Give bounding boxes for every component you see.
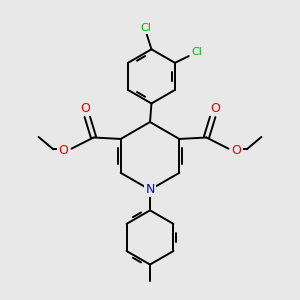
Text: Cl: Cl	[141, 22, 152, 32]
Text: O: O	[58, 144, 68, 157]
Text: Cl: Cl	[191, 47, 202, 57]
Text: O: O	[80, 101, 90, 115]
Text: O: O	[210, 101, 220, 115]
Text: N: N	[145, 183, 155, 196]
Text: O: O	[232, 144, 242, 157]
